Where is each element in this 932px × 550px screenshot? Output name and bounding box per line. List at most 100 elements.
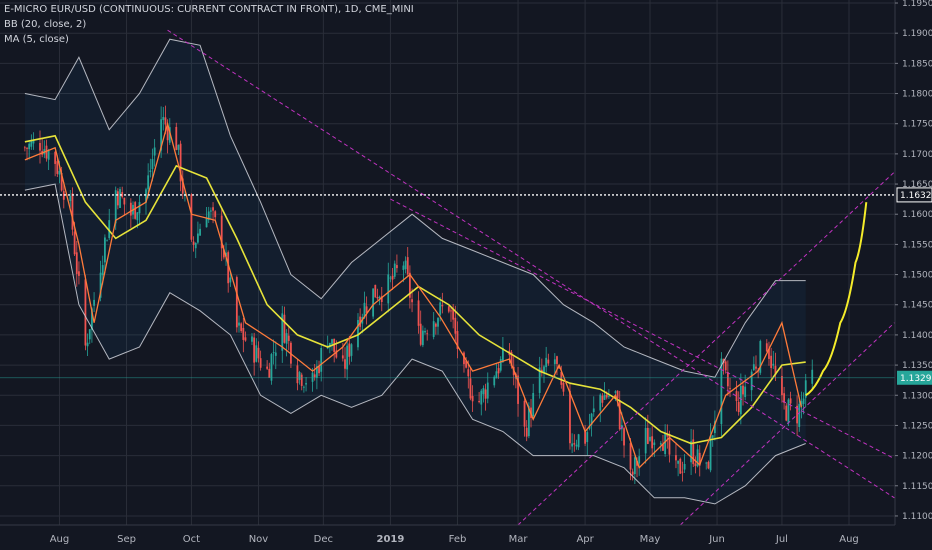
candle bbox=[592, 396, 595, 417]
candle bbox=[253, 332, 256, 376]
candle-body bbox=[646, 427, 649, 444]
candle-body bbox=[558, 366, 561, 369]
candle-body bbox=[197, 233, 199, 243]
candle bbox=[480, 388, 483, 416]
candles bbox=[23, 105, 814, 485]
candle-body bbox=[437, 318, 439, 327]
candle bbox=[60, 166, 63, 192]
candle bbox=[333, 338, 336, 363]
candle-body bbox=[729, 388, 731, 390]
candle-body bbox=[417, 300, 420, 326]
candle-body bbox=[257, 347, 260, 359]
chart-legend: E-MICRO EUR/USD (CONTINUOUS: CURRENT CON… bbox=[4, 2, 414, 47]
candle bbox=[441, 292, 444, 314]
candle bbox=[84, 275, 87, 351]
candle-body bbox=[315, 366, 318, 378]
candle bbox=[318, 360, 320, 377]
candle bbox=[759, 339, 762, 375]
candle-body bbox=[192, 241, 195, 245]
time-tick-label: Apr bbox=[576, 534, 594, 545]
candle-body bbox=[636, 460, 638, 466]
candle-body bbox=[493, 376, 496, 386]
candle-body bbox=[471, 395, 474, 402]
candle-body bbox=[244, 337, 247, 341]
candle bbox=[229, 273, 232, 287]
candle bbox=[199, 223, 201, 236]
candle bbox=[281, 305, 284, 363]
candle bbox=[244, 331, 247, 342]
candle bbox=[23, 145, 26, 152]
price-tick-label: 1.1100 bbox=[902, 512, 932, 522]
candle-body bbox=[419, 323, 422, 345]
candle bbox=[404, 256, 407, 274]
candle-body bbox=[523, 400, 526, 427]
candle-body bbox=[268, 368, 271, 378]
candle-body bbox=[759, 341, 762, 373]
candle bbox=[134, 201, 137, 220]
candle bbox=[406, 247, 409, 278]
channel-line-ascending-lower bbox=[679, 322, 895, 526]
candle bbox=[402, 261, 405, 283]
candle-body bbox=[266, 366, 269, 369]
candle-body bbox=[333, 338, 336, 352]
candle-body bbox=[270, 354, 273, 381]
candle-body bbox=[796, 405, 798, 424]
price-tick-label: 1.1900 bbox=[902, 29, 932, 39]
candle-body bbox=[497, 368, 500, 374]
candle bbox=[54, 150, 57, 177]
candle bbox=[426, 329, 429, 341]
candle-body bbox=[739, 385, 742, 415]
candle bbox=[631, 468, 634, 481]
candle-body bbox=[577, 434, 580, 448]
candle bbox=[300, 372, 303, 391]
price-tick-label: 1.1550 bbox=[902, 240, 932, 250]
time-tick-label: Mar bbox=[509, 534, 529, 545]
moving-average-legend[interactable]: MA (5, close) bbox=[4, 34, 69, 45]
candle bbox=[378, 295, 381, 306]
candle-body bbox=[346, 345, 349, 370]
candle bbox=[227, 250, 230, 293]
candle-body bbox=[532, 393, 535, 417]
candle-body bbox=[744, 386, 747, 398]
time-tick-label: Sep bbox=[117, 534, 136, 545]
candle bbox=[259, 350, 262, 371]
candle-body bbox=[439, 302, 442, 315]
candle-body bbox=[69, 195, 72, 202]
price-label-box bbox=[896, 187, 932, 203]
candle bbox=[668, 430, 671, 463]
candle-body bbox=[272, 352, 275, 354]
candle-body bbox=[424, 330, 426, 333]
candle-body bbox=[372, 288, 375, 317]
candle bbox=[328, 342, 331, 354]
candle-body bbox=[553, 359, 556, 365]
candle-body bbox=[119, 189, 121, 209]
candle-body bbox=[212, 207, 214, 211]
candle bbox=[389, 275, 392, 283]
candle bbox=[690, 428, 692, 475]
candle bbox=[525, 420, 528, 442]
candle-body bbox=[54, 151, 57, 164]
candle bbox=[257, 341, 260, 363]
candle-body bbox=[305, 383, 307, 385]
symbol-title[interactable]: E-MICRO EUR/USD (CONTINUOUS: CURRENT CON… bbox=[4, 4, 414, 15]
candle bbox=[151, 148, 154, 182]
candle bbox=[315, 360, 318, 390]
candle bbox=[255, 338, 258, 363]
projection-curve bbox=[805, 202, 868, 397]
candle bbox=[545, 346, 548, 373]
candle bbox=[376, 288, 379, 300]
candle bbox=[638, 448, 641, 476]
candle-body bbox=[58, 170, 61, 175]
candle bbox=[380, 286, 383, 312]
time-tick-label: Dec bbox=[314, 534, 333, 545]
candle bbox=[348, 335, 351, 365]
candle-body bbox=[274, 352, 277, 356]
candle-body bbox=[586, 432, 589, 443]
candle bbox=[437, 316, 439, 335]
candle bbox=[75, 240, 78, 287]
price-tick-label: 1.1700 bbox=[902, 150, 932, 160]
candle-body bbox=[404, 260, 407, 270]
bollinger-bands-legend[interactable]: BB (20, close, 2) bbox=[4, 19, 87, 30]
